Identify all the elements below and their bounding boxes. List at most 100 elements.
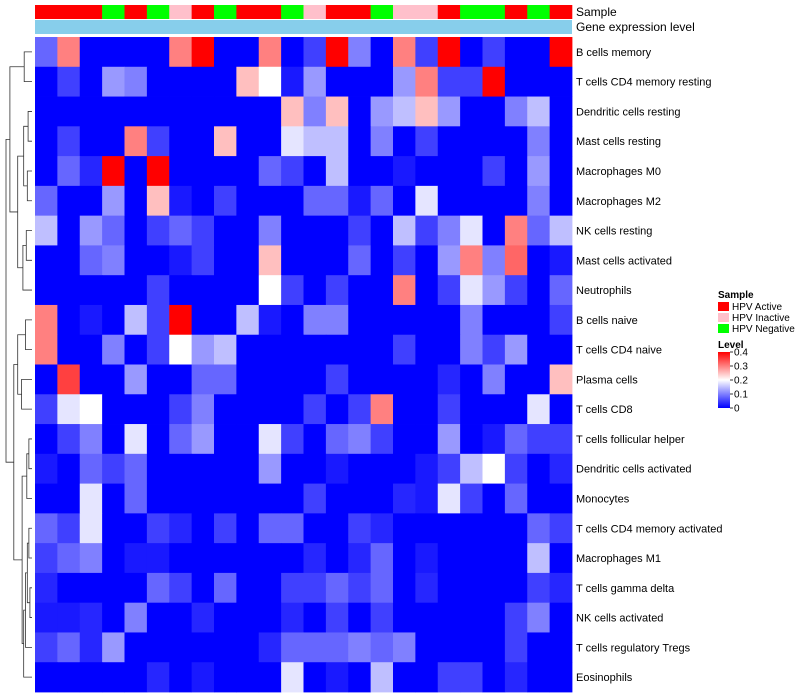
heatmap-cell bbox=[527, 215, 551, 246]
heatmap-cell bbox=[124, 304, 148, 336]
level-legend-ticks: 0.4 0.3 0.2 0.1 0 bbox=[730, 348, 748, 415]
heatmap-cell bbox=[191, 96, 215, 127]
heatmap-cell bbox=[482, 96, 506, 127]
heatmap-cell bbox=[35, 572, 58, 604]
heatmap-cell bbox=[393, 602, 416, 633]
heatmap-cell bbox=[169, 662, 193, 693]
heatmap-cell bbox=[169, 37, 193, 68]
heatmap-cell bbox=[124, 572, 148, 604]
row-labels: B cells memory T cells CD4 memory resting… bbox=[576, 47, 723, 684]
heatmap-cell bbox=[124, 185, 148, 217]
heatmap-cell bbox=[169, 245, 193, 276]
heatmap-cell bbox=[79, 632, 103, 663]
heatmap-cell bbox=[482, 572, 506, 604]
heatmap-cell bbox=[146, 334, 170, 365]
heatmap-cell bbox=[124, 245, 148, 276]
heatmap-cell bbox=[437, 304, 461, 336]
heatmap-cell bbox=[35, 96, 58, 127]
heatmap-cell bbox=[35, 334, 58, 365]
heatmap-cell bbox=[370, 334, 394, 365]
heatmap-cell bbox=[527, 424, 551, 455]
heatmap-cell bbox=[236, 304, 260, 336]
heatmap-cell bbox=[460, 304, 483, 336]
heatmap-cell bbox=[214, 66, 237, 97]
dendrogram-branch bbox=[25, 572, 32, 648]
row-label-dendritic-cells-resting: Dendritic cells resting bbox=[576, 106, 681, 118]
heatmap-cell bbox=[504, 334, 528, 365]
heatmap-cell bbox=[415, 156, 439, 187]
sample-annotation-cell bbox=[325, 5, 349, 19]
heatmap-cell bbox=[169, 453, 193, 484]
heatmap-cell bbox=[437, 543, 461, 574]
heatmap-cell bbox=[169, 96, 193, 127]
heatmap-cell bbox=[57, 66, 81, 97]
heatmap-cell bbox=[482, 662, 506, 693]
heatmap-cell bbox=[35, 543, 58, 574]
heatmap-cell bbox=[460, 334, 483, 365]
sample-annotation-cell bbox=[348, 5, 371, 19]
dendrogram-branch bbox=[5, 138, 14, 463]
heatmap-cell bbox=[236, 453, 260, 484]
heatmap-cell bbox=[102, 304, 125, 336]
heatmap-cell bbox=[460, 453, 483, 484]
heatmap-cell bbox=[504, 304, 528, 336]
heatmap-cell bbox=[504, 275, 528, 306]
heatmap-cell bbox=[124, 215, 148, 246]
heatmap-cell bbox=[258, 245, 282, 276]
heatmap-cell bbox=[191, 275, 215, 306]
heatmap-cell bbox=[482, 543, 506, 574]
heatmap-cell bbox=[348, 394, 372, 425]
heatmap-cell bbox=[393, 66, 416, 97]
heatmap-cell bbox=[146, 364, 170, 395]
heatmap-cell bbox=[482, 37, 506, 68]
heatmap-cell bbox=[79, 513, 103, 544]
heatmap-cell bbox=[527, 543, 551, 574]
heatmap-cell bbox=[527, 96, 551, 127]
heatmap-cell bbox=[35, 424, 58, 455]
heatmap-cell bbox=[415, 632, 439, 663]
heatmap-cell bbox=[325, 37, 349, 68]
row-label-mast-cells-resting: Mast cells resting bbox=[576, 136, 661, 148]
dendrogram-branch bbox=[25, 319, 32, 351]
heatmap-cell bbox=[370, 424, 394, 455]
heatmap-cell bbox=[482, 126, 506, 157]
heatmap-cell bbox=[214, 185, 237, 217]
heatmap-cell bbox=[124, 275, 148, 306]
heatmap-cell bbox=[437, 364, 461, 395]
heatmap-cell bbox=[57, 37, 81, 68]
heatmap-cell bbox=[482, 424, 506, 455]
heatmap-cell bbox=[191, 304, 215, 336]
heatmap-cell bbox=[281, 126, 304, 157]
heatmap-cell bbox=[281, 632, 304, 663]
heatmap-cell bbox=[393, 662, 416, 693]
dendrogram-branch bbox=[21, 378, 32, 410]
heatmap-cell bbox=[124, 96, 148, 127]
row-label-macrophages-m1: Macrophages M1 bbox=[576, 553, 661, 565]
heatmap-cell bbox=[303, 543, 327, 574]
heatmap-cell bbox=[35, 304, 58, 336]
heatmap-cell bbox=[303, 66, 327, 97]
sample-annotation-cell bbox=[527, 5, 550, 19]
heatmap-cell bbox=[504, 572, 528, 604]
heatmap-cell bbox=[281, 662, 304, 693]
heatmap-cell bbox=[549, 334, 573, 365]
heatmap-cell bbox=[325, 513, 349, 544]
heatmap-cell bbox=[303, 126, 327, 157]
annotation-label-gene-expression: Gene expression level bbox=[576, 20, 695, 34]
heatmap-cell bbox=[236, 364, 260, 395]
row-label-b-cells-memory: B cells memory bbox=[576, 47, 652, 59]
heatmap-cell bbox=[325, 156, 349, 187]
heatmap-cell bbox=[236, 632, 260, 663]
row-label-t-cells-follicular-helper: T cells follicular helper bbox=[576, 434, 685, 446]
heatmap-cell bbox=[79, 304, 103, 336]
row-label-dendritic-cells-activated: Dendritic cells activated bbox=[576, 464, 692, 476]
heatmap-cell bbox=[236, 334, 260, 365]
heatmap-cell bbox=[527, 453, 551, 484]
heatmap-cell bbox=[504, 66, 528, 97]
heatmap-cell bbox=[236, 156, 260, 187]
heatmap-cell bbox=[460, 483, 483, 514]
heatmap-cell bbox=[57, 334, 81, 365]
heatmap-cell bbox=[102, 602, 125, 633]
heatmap-cell bbox=[102, 424, 125, 455]
heatmap-cell bbox=[527, 513, 551, 544]
